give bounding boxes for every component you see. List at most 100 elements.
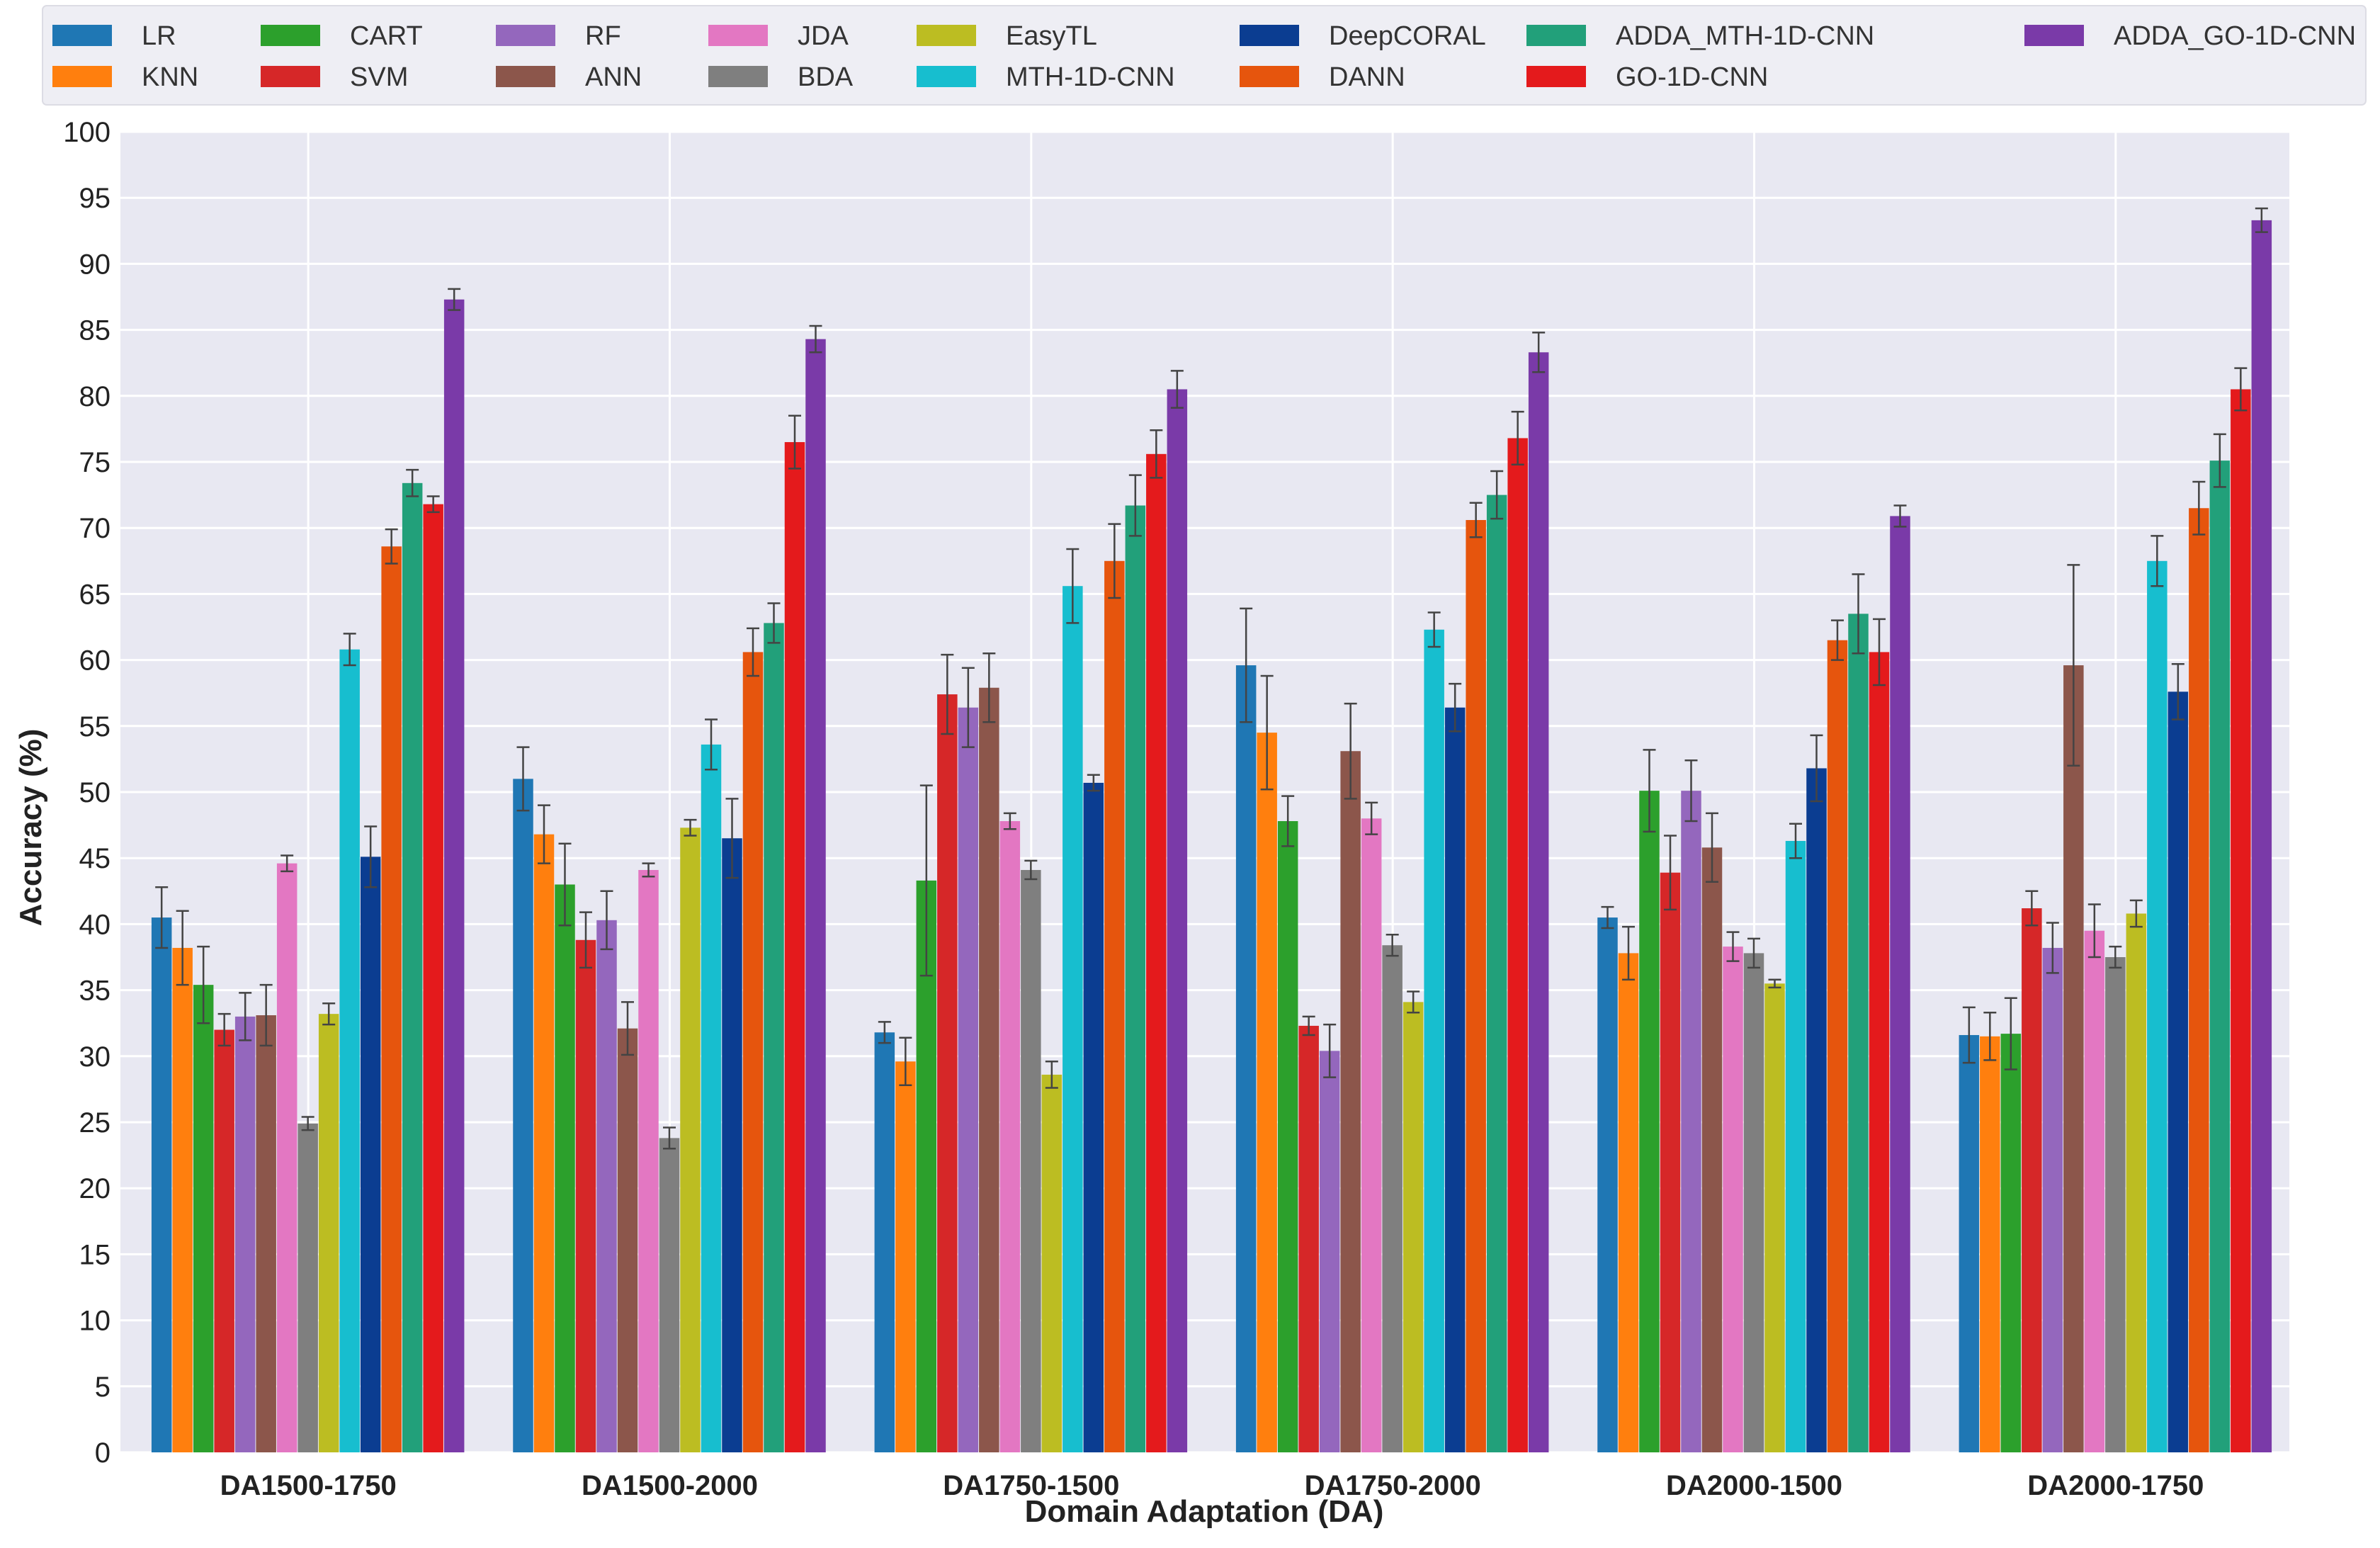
error-bar	[1427, 611, 1441, 648]
error-bar	[2192, 480, 2206, 536]
error-bar	[1150, 429, 1163, 479]
error-bar	[385, 528, 398, 565]
error-bar	[1407, 990, 1420, 1014]
bar-deepcoral	[360, 857, 381, 1452]
legend-swatch	[1240, 66, 1299, 87]
error-bar	[2025, 890, 2039, 927]
error-bar	[600, 890, 613, 951]
y-tick-label: 60	[79, 645, 111, 677]
bar-ann	[1340, 751, 1361, 1452]
error-bar	[2046, 922, 2059, 974]
bar-cart	[2000, 1034, 2022, 1452]
legend-item: LR	[52, 21, 176, 51]
bar-knn	[895, 1061, 916, 1452]
error-bar	[322, 1002, 336, 1026]
legend-item: KNN	[52, 62, 198, 92]
error-bar	[919, 784, 933, 977]
error-bar	[2129, 899, 2143, 928]
bar-svm	[1298, 1025, 1319, 1452]
error-bar	[1831, 619, 1844, 661]
bar-cart	[193, 985, 214, 1452]
legend-item: SVM	[261, 62, 408, 92]
error-bar	[1344, 702, 1357, 800]
bar-bda	[298, 1123, 318, 1452]
error-bar	[941, 653, 954, 735]
bar-mth-1d-cnn	[2147, 560, 2168, 1452]
y-tick-label: 80	[79, 381, 111, 412]
bar-bda	[1021, 869, 1041, 1452]
error-bar	[1601, 905, 1614, 930]
error-bar	[705, 718, 718, 771]
error-bar	[1128, 474, 1142, 537]
legend-label: MTH-1D-CNN	[1006, 62, 1175, 92]
error-bar	[767, 602, 781, 644]
error-bar	[961, 667, 975, 748]
y-tick-label: 65	[79, 579, 111, 610]
legend-item: DeepCORAL	[1240, 21, 1486, 51]
y-tick-label: 75	[79, 447, 111, 478]
bar-lr	[874, 1032, 895, 1452]
error-bar	[1323, 1023, 1337, 1078]
error-bar	[516, 746, 530, 812]
error-bar	[197, 945, 210, 1024]
error-bar	[579, 911, 592, 969]
legend-swatch	[917, 25, 976, 46]
error-bar	[2255, 207, 2268, 233]
error-bar	[217, 1012, 231, 1047]
error-bar	[788, 414, 801, 470]
error-bar	[301, 1116, 314, 1131]
legend-item: ADDA_MTH-1D-CNN	[1526, 21, 1874, 51]
legend-label: ANN	[585, 62, 642, 92]
bar-jda	[1361, 818, 1382, 1452]
error-bar	[747, 627, 759, 677]
y-tick-label: 30	[79, 1041, 111, 1073]
error-bar	[1643, 749, 1656, 833]
bar-adda-mth-1d-cnn	[1125, 505, 1146, 1453]
error-bar	[1664, 835, 1677, 911]
error-bar	[2087, 903, 2101, 959]
error-bar	[1747, 937, 1760, 969]
x-tick-label: DA1500-1750	[220, 1470, 397, 1501]
error-bar	[343, 633, 356, 667]
x-tick-label: DA1500-2000	[582, 1470, 758, 1501]
bar-easytl	[1402, 1002, 1424, 1452]
bar-lr	[151, 917, 172, 1452]
error-bar	[642, 862, 655, 878]
bar-easytl	[318, 1014, 339, 1452]
bar-mth-1d-cnn	[701, 744, 722, 1452]
legend-swatch	[1526, 25, 1586, 46]
y-tick-label: 35	[79, 976, 111, 1007]
bar-adda-go-1d-cnn	[805, 339, 826, 1453]
bar-go-1d-cnn	[1869, 652, 1890, 1452]
legend-label: BDA	[798, 62, 854, 92]
bar-rf	[2042, 947, 2063, 1452]
bar-mth-1d-cnn	[1424, 629, 1444, 1452]
error-bar	[1066, 548, 1080, 624]
x-tick-label: DA2000-1500	[1666, 1470, 1842, 1501]
error-bar	[1768, 978, 1781, 989]
legend: LR KNN CART SVM RF ANN JDA BDA EasyTL MTH-1D-CNN D…	[42, 5, 2367, 106]
bar-easytl	[680, 827, 701, 1452]
x-tick-label: DA2000-1750	[2027, 1470, 2204, 1501]
error-bar	[1511, 410, 1524, 465]
bar-rf	[1681, 791, 1701, 1452]
bar-rf	[958, 707, 979, 1452]
error-bar	[2234, 367, 2248, 412]
bar-svm	[1660, 872, 1681, 1452]
bar-go-1d-cnn	[2231, 389, 2251, 1452]
bar-bda	[1382, 945, 1402, 1452]
bar-dann	[1466, 520, 1486, 1452]
bar-cart	[555, 884, 575, 1452]
legend-item: JDA	[708, 21, 849, 51]
error-bar	[1983, 1012, 1997, 1061]
bar-adda-mth-1d-cnn	[2209, 461, 2231, 1452]
plot-area	[120, 130, 2289, 1454]
y-tick-label: 20	[79, 1173, 111, 1204]
bar-go-1d-cnn	[1507, 438, 1528, 1452]
error-bar	[663, 1126, 676, 1150]
y-tick-label: 90	[79, 249, 111, 280]
bar-mth-1d-cnn	[1062, 586, 1083, 1452]
bar-deepcoral	[2168, 691, 2189, 1453]
bar-adda-go-1d-cnn	[1890, 516, 1910, 1452]
error-bar	[1706, 812, 1718, 883]
